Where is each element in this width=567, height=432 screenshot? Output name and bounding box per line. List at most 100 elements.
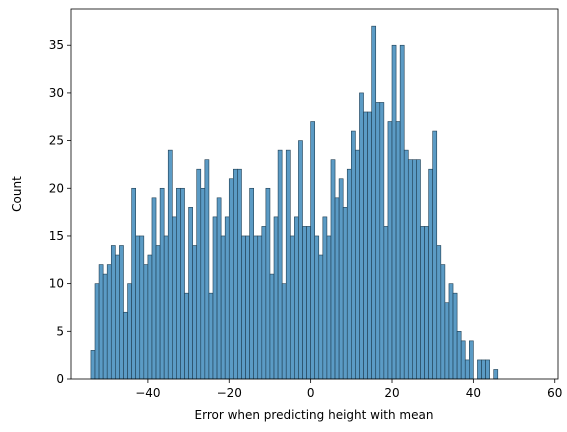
histogram-bar	[302, 226, 307, 380]
histogram-bar	[424, 226, 429, 380]
histogram-bar	[196, 168, 202, 380]
axes-frame	[70, 8, 559, 380]
histogram-bar	[342, 207, 348, 380]
histogram-bar	[452, 292, 458, 380]
histogram-bar	[485, 359, 490, 380]
histogram-bar	[131, 187, 136, 380]
histogram-bar	[493, 369, 499, 380]
histogram-bar	[371, 25, 377, 380]
histogram-bar	[338, 178, 344, 380]
histogram-bar	[98, 264, 104, 380]
histogram-bar	[273, 216, 279, 380]
histogram-bar	[135, 235, 141, 380]
y-tick-label: 35	[49, 38, 64, 52]
histogram-bar	[403, 149, 409, 380]
histogram-bar	[237, 168, 242, 380]
histogram-bar	[359, 92, 364, 380]
histogram-bar	[143, 264, 149, 380]
histogram-bar	[269, 273, 275, 380]
histogram-bar	[334, 197, 340, 380]
y-tick-label: 10	[49, 277, 64, 291]
histogram-bar	[432, 130, 438, 380]
histogram-bar	[395, 121, 401, 380]
histogram-bar	[481, 359, 486, 380]
histogram-bar	[192, 245, 198, 380]
histogram-bar	[110, 245, 116, 380]
y-tick-label: 20	[49, 181, 64, 195]
histogram-bar	[180, 187, 185, 380]
histogram-bar	[257, 235, 263, 380]
y-tick-label: 0	[56, 372, 64, 386]
histogram-bar	[314, 235, 320, 380]
histogram-bar	[139, 235, 145, 380]
histogram-bar	[420, 226, 425, 380]
histogram-bar	[277, 149, 283, 380]
histogram-bar	[102, 273, 108, 380]
histogram-bar	[155, 245, 161, 380]
histogram-bar	[167, 149, 173, 380]
histogram-bar	[464, 359, 470, 380]
histogram-bar	[477, 359, 482, 380]
histogram-bar	[318, 254, 324, 380]
y-tick-label: 15	[49, 229, 64, 243]
histogram-bar	[233, 168, 238, 380]
x-tick-label: 40	[466, 386, 481, 400]
y-axis-label: Count	[10, 176, 24, 212]
histogram-bar	[444, 302, 450, 380]
x-tick-label: −20	[217, 386, 242, 400]
x-tick-label: 60	[547, 386, 562, 400]
histogram-bar	[456, 331, 462, 380]
y-tick-label: 25	[49, 134, 64, 148]
histogram-bar	[412, 159, 417, 380]
histogram-bar	[469, 340, 474, 380]
histogram-bar	[172, 216, 177, 380]
histogram-bar	[200, 187, 206, 380]
histogram-bar	[216, 197, 222, 380]
histogram-bar	[220, 235, 226, 380]
histogram-bar	[310, 121, 316, 380]
histogram-bar	[363, 111, 368, 380]
histogram-bar	[261, 226, 267, 380]
histogram-bar	[399, 44, 405, 380]
histogram-bar	[115, 254, 120, 380]
histogram-bar	[208, 292, 214, 380]
histogram-bar	[306, 226, 311, 380]
y-tick-label: 5	[56, 324, 64, 338]
histogram-bar	[204, 159, 210, 380]
x-tick-label: 20	[384, 386, 399, 400]
histogram-bar	[119, 245, 124, 380]
histogram-bar	[289, 235, 295, 380]
histogram-bar	[176, 187, 181, 380]
histogram-bar	[249, 187, 254, 380]
histogram-bar	[285, 149, 291, 380]
histogram-bar	[127, 283, 132, 380]
histogram-bar	[281, 283, 287, 380]
histogram-bar	[383, 226, 389, 380]
histogram-bar	[188, 207, 193, 380]
histogram-bar	[224, 216, 230, 380]
histogram-bar	[212, 216, 218, 380]
histogram-bar	[90, 350, 96, 380]
histogram-bar	[428, 168, 433, 380]
x-tick-label: −40	[135, 386, 160, 400]
histogram-bar	[448, 283, 454, 380]
x-axis-label: Error when predicting height with mean	[195, 408, 434, 422]
x-tick-label: 0	[307, 386, 315, 400]
histogram-bar	[351, 130, 356, 380]
histogram-bar	[151, 197, 157, 380]
histogram-bar	[387, 121, 393, 380]
y-tick-label: 30	[49, 86, 64, 100]
histogram-bar	[346, 168, 352, 380]
histogram-bar	[416, 159, 421, 380]
histogram-bar	[298, 140, 303, 380]
y-axis-ticks: 0 5 10 15 20 25 30 35	[49, 38, 71, 386]
histogram-bar	[440, 264, 446, 380]
histogram-bar	[330, 159, 336, 380]
histogram-bars	[90, 25, 499, 380]
histogram-bar	[460, 340, 466, 380]
histogram-bar	[326, 235, 332, 380]
histogram-bar	[436, 245, 442, 380]
histogram-bar	[355, 149, 360, 380]
histogram-bar	[322, 216, 328, 380]
